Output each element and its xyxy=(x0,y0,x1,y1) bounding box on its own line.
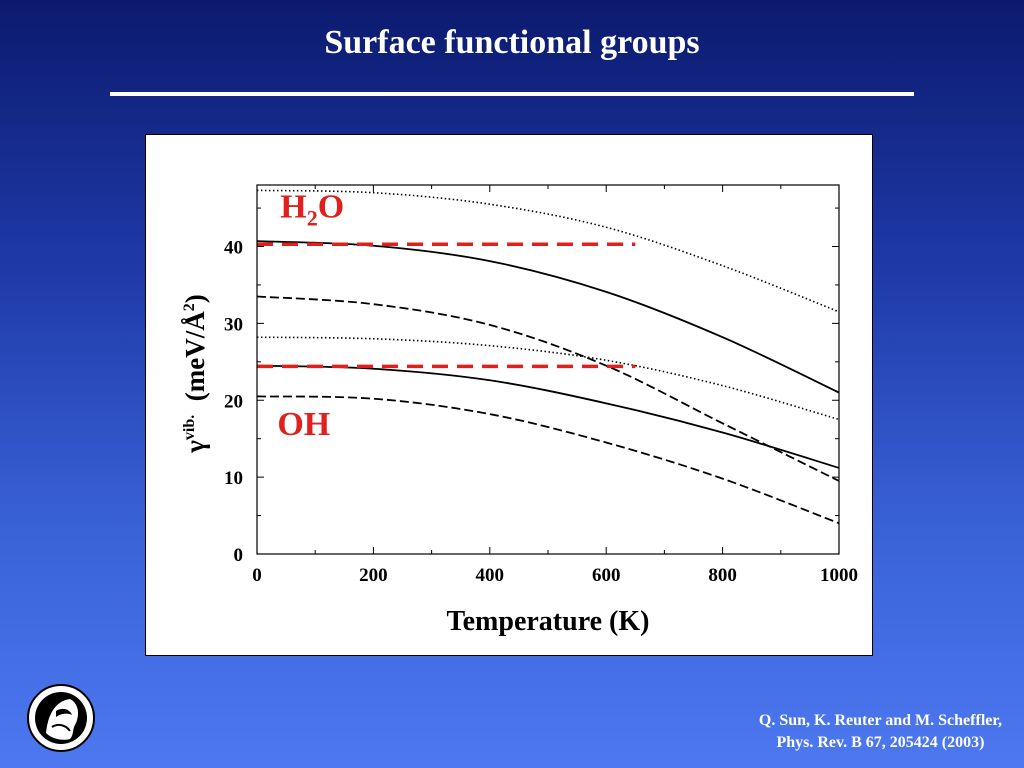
annotation-main: OH xyxy=(277,406,330,443)
y-tick-label: 40 xyxy=(224,238,243,259)
title-divider xyxy=(110,92,914,96)
y-label-gamma: γ xyxy=(180,440,210,454)
series-line-6 xyxy=(256,395,840,525)
y-tick-label: 0 xyxy=(234,545,244,566)
axis-layer xyxy=(256,185,840,555)
y-tick-label: 10 xyxy=(224,468,243,489)
annotation-subscript: 2 xyxy=(307,205,318,230)
plot-layer xyxy=(256,189,840,525)
minerva-seal-icon xyxy=(27,684,95,752)
y-axis-label: γvib. (meV/Å2) xyxy=(180,294,210,453)
x-tick-label: 800 xyxy=(708,565,737,586)
x-axis-label: Temperature (K) xyxy=(447,606,650,637)
slide-title: Surface functional groups xyxy=(324,24,700,61)
citation: Q. Sun, K. Reuter and M. Scheffler, Phys… xyxy=(759,710,1002,754)
annotation-2: OH xyxy=(277,406,330,443)
annotation-tail: O xyxy=(318,188,344,225)
annotation-1: H2O xyxy=(280,188,344,230)
chart-panel: 0 200 400 600 800 1000 0 10 20 30 40 Temperature (K… xyxy=(145,134,873,656)
y-label-unit: (meV/Å xyxy=(180,311,210,415)
series-line-5 xyxy=(256,364,840,469)
y-tick-label: 20 xyxy=(224,391,243,412)
x-tick-label: 200 xyxy=(359,565,388,586)
annotation-main: H xyxy=(280,188,306,225)
y-label-superscript: vib. xyxy=(181,415,198,440)
citation-journal: Phys. Rev. B 67, 205424 (2003) xyxy=(776,734,985,751)
x-tick-label: 600 xyxy=(592,565,621,586)
citation-authors: Q. Sun, K. Reuter and M. Scheffler, xyxy=(758,712,1002,729)
plot-frame xyxy=(256,184,840,555)
series-line-4 xyxy=(256,336,840,421)
x-tick-label: 400 xyxy=(476,565,505,586)
label-layer: 0 200 400 600 800 1000 0 10 20 30 40 Temperature (K… xyxy=(180,188,858,637)
y-tick-label: 30 xyxy=(224,314,243,335)
y-label-unit-close: ) xyxy=(180,294,210,303)
series-line-2 xyxy=(256,240,840,394)
x-tick-label: 1000 xyxy=(820,565,858,586)
y-label-unit-power: 2 xyxy=(181,303,198,311)
series-line-3 xyxy=(256,295,840,482)
series-line-1 xyxy=(256,189,840,313)
x-tick-label: 0 xyxy=(252,565,262,586)
chart-svg: 0 200 400 600 800 1000 0 10 20 30 40 Temperature (K… xyxy=(180,184,858,637)
